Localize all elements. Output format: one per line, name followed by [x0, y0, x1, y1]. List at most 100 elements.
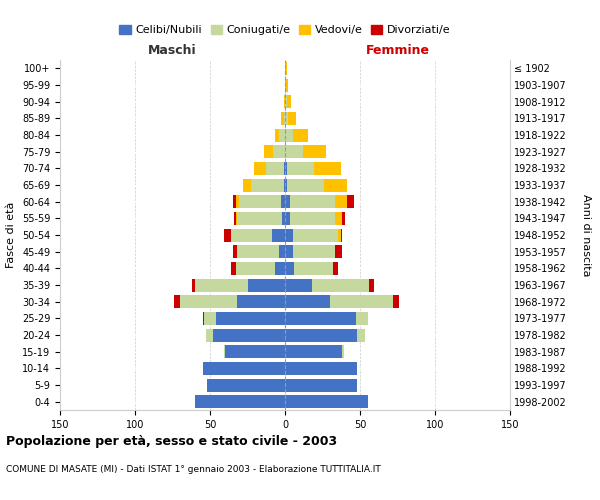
Bar [264, 145, 273, 158]
Bar [284, 112, 285, 125]
Bar [285, 395, 367, 408]
Bar [342, 212, 345, 225]
Bar [285, 245, 293, 258]
Bar [347, 195, 354, 208]
Bar [337, 228, 341, 241]
Bar [285, 278, 312, 291]
Bar [285, 62, 287, 75]
Y-axis label: Fasce di età: Fasce di età [7, 202, 16, 268]
Bar [288, 112, 296, 125]
Bar [223, 228, 231, 241]
Bar [285, 328, 357, 342]
Bar [275, 128, 279, 141]
Bar [248, 278, 285, 291]
Legend: Celibi/Nubili, Coniugati/e, Vedovi/e, Divorziati/e: Celibi/Nubili, Coniugati/e, Vedovi/e, Di… [115, 20, 455, 40]
Bar [265, 162, 284, 175]
Bar [231, 228, 271, 241]
Bar [223, 345, 225, 358]
Bar [192, 278, 195, 291]
Bar [335, 212, 342, 225]
Bar [357, 328, 365, 342]
Bar [285, 112, 288, 125]
Bar [237, 245, 279, 258]
Bar [271, 228, 285, 241]
Bar [235, 262, 275, 275]
Bar [355, 312, 367, 325]
Bar [303, 145, 325, 158]
Bar [287, 162, 314, 175]
Bar [285, 195, 290, 208]
Bar [233, 245, 237, 258]
Bar [279, 245, 285, 258]
Bar [243, 178, 251, 192]
Bar [335, 245, 342, 258]
Bar [285, 378, 357, 392]
Bar [180, 295, 237, 308]
Bar [285, 162, 287, 175]
Bar [216, 312, 285, 325]
Bar [234, 212, 235, 225]
Bar [369, 278, 373, 291]
Bar [285, 312, 355, 325]
Bar [282, 212, 285, 225]
Bar [294, 262, 333, 275]
Bar [335, 195, 347, 208]
Text: COMUNE DI MASATE (MI) - Dati ISTAT 1° gennaio 2003 - Elaborazione TUTTITALIA.IT: COMUNE DI MASATE (MI) - Dati ISTAT 1° ge… [6, 465, 381, 474]
Bar [237, 212, 282, 225]
Bar [284, 95, 285, 108]
Bar [287, 178, 324, 192]
Bar [285, 95, 287, 108]
Bar [195, 395, 285, 408]
Bar [284, 162, 285, 175]
Bar [281, 195, 285, 208]
Bar [293, 228, 337, 241]
Bar [285, 78, 288, 92]
Bar [342, 345, 343, 358]
Bar [287, 95, 291, 108]
Bar [233, 195, 235, 208]
Bar [235, 212, 237, 225]
Bar [195, 278, 248, 291]
Bar [285, 262, 294, 275]
Bar [275, 262, 285, 275]
Bar [293, 245, 335, 258]
Bar [284, 178, 285, 192]
Bar [285, 212, 290, 225]
Bar [290, 212, 335, 225]
Bar [281, 112, 284, 125]
Text: Popolazione per età, sesso e stato civile - 2003: Popolazione per età, sesso e stato civil… [6, 435, 337, 448]
Bar [239, 195, 281, 208]
Bar [285, 295, 330, 308]
Bar [174, 295, 180, 308]
Text: Femmine: Femmine [365, 44, 430, 57]
Bar [254, 162, 265, 175]
Bar [285, 178, 287, 192]
Bar [235, 195, 239, 208]
Bar [312, 278, 369, 291]
Bar [333, 262, 337, 275]
Bar [231, 262, 235, 275]
Bar [204, 312, 216, 325]
Text: Maschi: Maschi [148, 44, 197, 57]
Bar [393, 295, 399, 308]
Bar [285, 145, 303, 158]
Bar [290, 195, 335, 208]
Bar [203, 362, 285, 375]
Bar [293, 128, 308, 141]
Bar [273, 145, 285, 158]
Bar [205, 328, 213, 342]
Bar [237, 295, 285, 308]
Bar [330, 295, 393, 308]
Bar [213, 328, 285, 342]
Bar [279, 128, 285, 141]
Bar [203, 312, 204, 325]
Bar [285, 362, 357, 375]
Bar [285, 345, 342, 358]
Bar [341, 228, 342, 241]
Bar [324, 178, 347, 192]
Bar [207, 378, 285, 392]
Bar [251, 178, 284, 192]
Y-axis label: Anni di nascita: Anni di nascita [581, 194, 591, 276]
Bar [285, 128, 293, 141]
Bar [285, 228, 293, 241]
